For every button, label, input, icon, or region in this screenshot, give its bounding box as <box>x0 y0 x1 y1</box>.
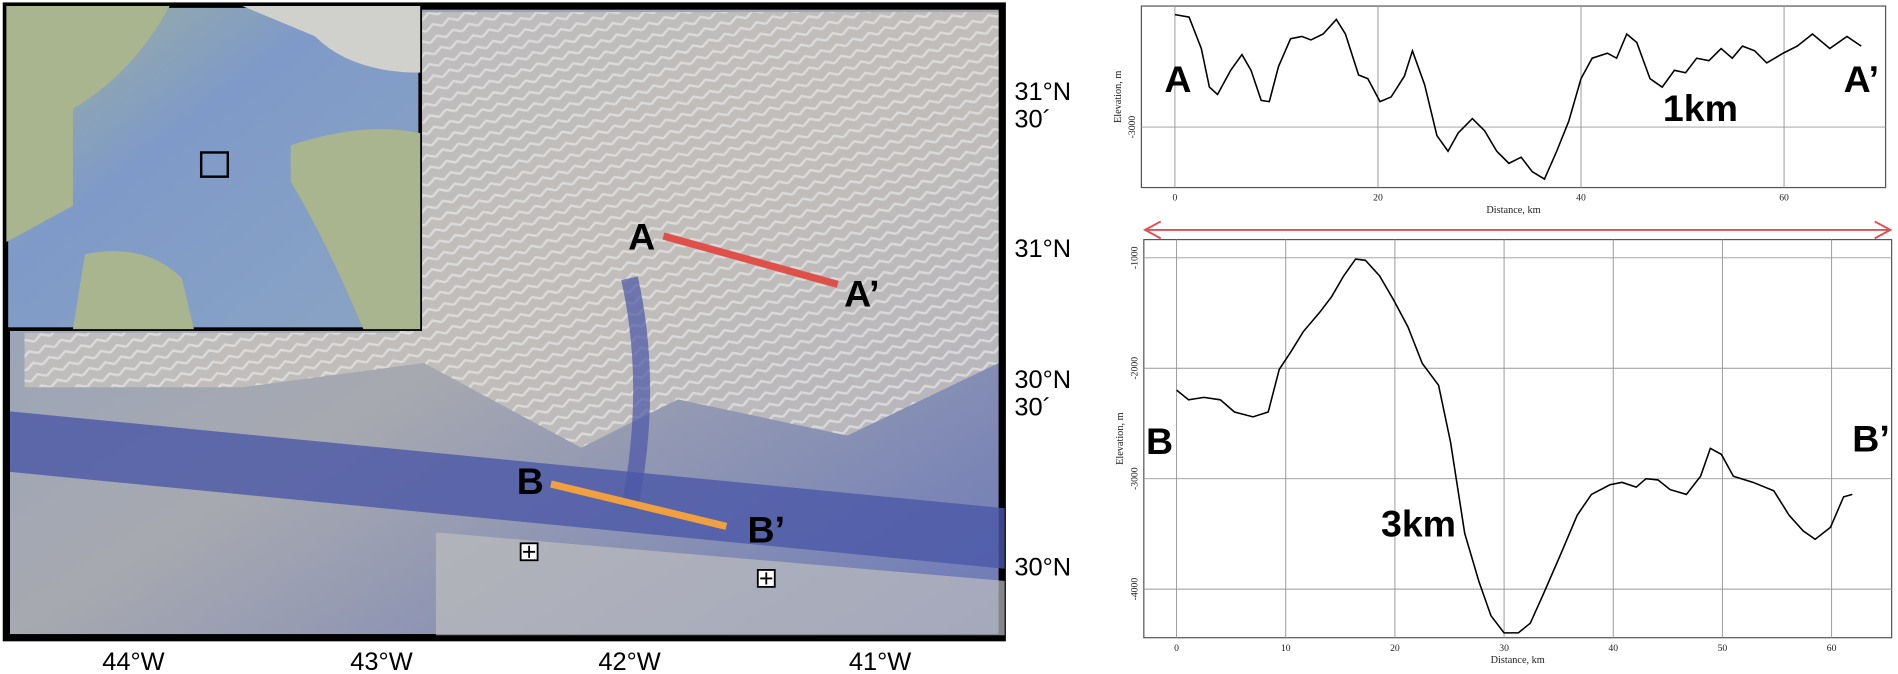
longitude-label: 42°W <box>598 648 660 674</box>
annotation: A <box>1164 58 1191 100</box>
x-tick-label: 0 <box>1174 643 1179 654</box>
latitude-label: 30°N <box>1014 553 1071 581</box>
annotation: 1km <box>1663 87 1738 129</box>
x-tick-label: 50 <box>1718 643 1728 654</box>
map-label: A’ <box>844 272 879 314</box>
x-tick-label: 0 <box>1172 193 1177 204</box>
y-tick-label: -3000 <box>1127 116 1138 139</box>
y-tick-label: -4000 <box>1130 578 1141 601</box>
x-tick-label: 30 <box>1499 643 1509 654</box>
valley <box>621 276 651 510</box>
latitude-label: 30´ <box>1014 106 1051 134</box>
latitude-label: 30´ <box>1014 394 1051 422</box>
x-tick-label: 40 <box>1608 643 1618 654</box>
x-tick-label: 40 <box>1576 193 1586 204</box>
longitude-label: 43°W <box>350 648 412 674</box>
arrow <box>1142 220 1893 240</box>
marker <box>519 542 539 562</box>
x-tick-label: 10 <box>1281 643 1291 654</box>
profile-line-b <box>550 480 728 530</box>
map-label: B <box>517 460 544 502</box>
relief <box>435 532 1005 636</box>
profile-line-a <box>662 232 839 288</box>
annotation: B <box>1146 420 1173 462</box>
profile-line <box>1174 13 1862 181</box>
latitude-label: 31°N <box>1014 235 1071 263</box>
x-tick-label: 60 <box>1827 643 1837 654</box>
map-label: A <box>628 215 655 257</box>
x-axis-label: Distance, km <box>1491 655 1545 666</box>
latitude-label: 30°N <box>1014 366 1071 394</box>
y-tick-label: -1000 <box>1130 246 1141 269</box>
land <box>290 129 421 330</box>
y-tick-label: -3000 <box>1130 467 1141 490</box>
longitude-label: 44°W <box>102 648 164 674</box>
marker <box>756 569 776 588</box>
y-axis-label: Elevation, m <box>1115 412 1126 464</box>
land <box>6 6 170 243</box>
x-tick-label: 60 <box>1779 193 1789 204</box>
land <box>242 6 421 73</box>
trough <box>9 411 1005 569</box>
profile-line <box>1176 258 1853 634</box>
map: A A’ B B’ 44°W 43°W 42°W 41°W 31°N 30´ 3… <box>2 2 1071 674</box>
annotation: B’ <box>1852 418 1890 460</box>
annotation: A’ <box>1844 58 1879 100</box>
relief-texture <box>24 12 999 448</box>
x-tick-label: 20 <box>1390 643 1400 654</box>
y-tick-label: -2000 <box>1130 357 1141 380</box>
plot-area <box>1140 5 1887 189</box>
inset-box <box>199 151 230 178</box>
plot-area <box>1143 238 1893 639</box>
longitude-label: 41°W <box>849 648 911 674</box>
map-label: B’ <box>748 508 786 550</box>
land <box>72 251 194 330</box>
x-axis-label: Distance, km <box>1486 205 1540 216</box>
annotation: 3km <box>1381 502 1456 544</box>
x-tick-label: 20 <box>1373 193 1383 204</box>
latitude-label: 31°N <box>1014 78 1071 106</box>
y-axis-label: Elevation, m <box>1113 71 1124 123</box>
